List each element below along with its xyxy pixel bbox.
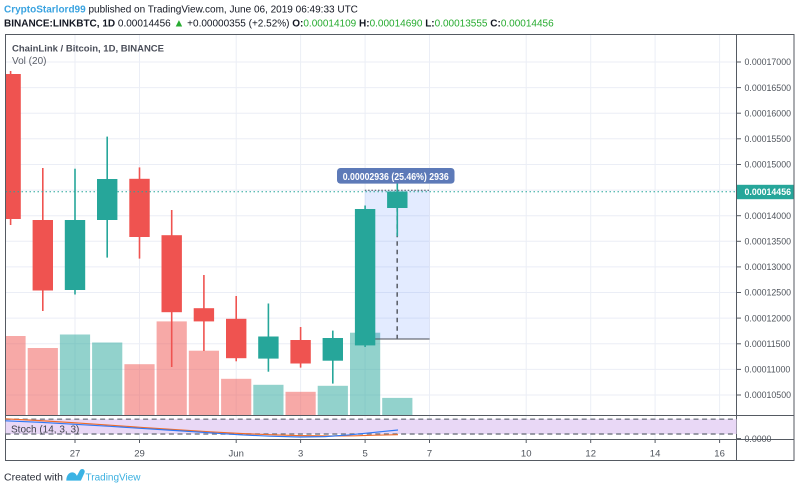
svg-text:0.00011000: 0.00011000 [745,365,791,375]
svg-text:Stoch (14, 3, 3): Stoch (14, 3, 3) [11,425,79,436]
svg-text:0.00015000: 0.00015000 [745,160,792,170]
svg-text:0.00015500: 0.00015500 [745,134,792,144]
svg-text:ChainLink / Bitcoin, 1D, BINAN: ChainLink / Bitcoin, 1D, BINANCE [12,44,164,55]
svg-text:TradingView: TradingView [86,473,142,484]
svg-text:0.00002936 (25.46%) 2936: 0.00002936 (25.46%) 2936 [343,172,449,183]
svg-text:10: 10 [521,448,532,459]
svg-text:7: 7 [427,448,432,459]
svg-text:0.00012500: 0.00012500 [745,288,792,298]
svg-text:29: 29 [134,448,145,459]
svg-text:0.0000: 0.0000 [745,434,772,444]
svg-text:BINANCE:LINKBTC, 1D 0.0001445: BINANCE:LINKBTC, 1D 0.00014456 ▲ +0.0000… [4,18,554,30]
svg-text:CryptoStarlord99 published on: CryptoStarlord99 published on TradingVie… [4,5,358,16]
svg-text:Created with: Created with [4,472,63,484]
svg-text:0.00016500: 0.00016500 [745,83,792,93]
svg-text:0.00013500: 0.00013500 [745,237,792,247]
svg-text:16: 16 [714,448,725,459]
svg-text:Jun: Jun [229,448,244,459]
svg-text:Vol (20): Vol (20) [12,56,46,67]
svg-text:0.00013000: 0.00013000 [745,262,792,272]
svg-text:0.00016000: 0.00016000 [745,108,792,118]
svg-text:27: 27 [70,448,81,459]
svg-text:0.00011500: 0.00011500 [745,339,791,349]
svg-text:3: 3 [298,448,303,459]
svg-text:0.00017000: 0.00017000 [745,57,792,67]
svg-text:0.00014000: 0.00014000 [745,211,792,221]
svg-text:12: 12 [585,448,596,459]
svg-text:14: 14 [650,448,661,459]
svg-text:0.00014456: 0.00014456 [745,187,792,197]
svg-text:0.00010500: 0.00010500 [745,390,792,400]
svg-text:5: 5 [362,448,367,459]
svg-text:0.00012000: 0.00012000 [745,313,792,323]
